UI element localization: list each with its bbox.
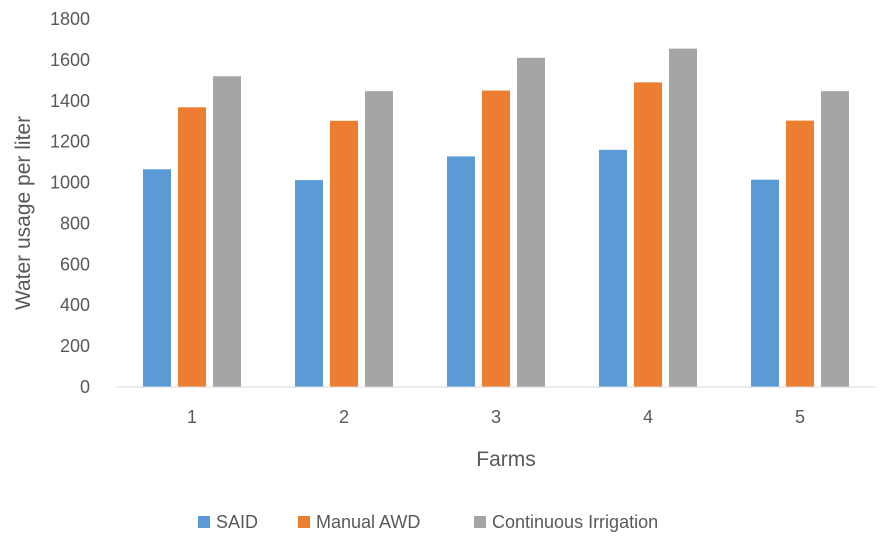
y-tick-label: 200 (60, 336, 90, 356)
bar-said-farm-2 (295, 180, 323, 387)
legend: SAID Manual AWD Continuous Irrigation (198, 512, 658, 532)
bar-manual-awd-farm-2 (330, 120, 358, 388)
y-tick-label: 0 (80, 377, 90, 397)
x-tick-label: 1 (187, 407, 197, 427)
y-tick-label: 400 (60, 295, 90, 315)
bar-manual-awd-farm-3 (482, 90, 510, 388)
bar-continuous-irrigation-farm-2 (365, 91, 393, 388)
bar-manual-awd-farm-5 (786, 120, 814, 387)
y-tick-label: 1400 (50, 91, 90, 111)
bar-continuous-irrigation-farm-5 (821, 91, 849, 388)
y-tick-label: 1000 (50, 173, 90, 193)
bar-continuous-irrigation-farm-3 (517, 57, 545, 387)
y-tick-label: 800 (60, 213, 90, 233)
legend-swatch-said (198, 516, 210, 528)
y-tick-label: 1600 (50, 50, 90, 70)
bar-said-farm-1 (143, 169, 171, 387)
x-axis-ticks: 1 2 3 4 5 (187, 407, 805, 427)
legend-swatch-continuous-irrigation (474, 516, 486, 528)
bar-continuous-irrigation-farm-1 (213, 76, 241, 387)
bar-said-farm-3 (447, 156, 475, 387)
bar-manual-awd-farm-4 (634, 82, 662, 387)
y-tick-label: 1200 (50, 132, 90, 152)
bar-said-farm-5 (751, 179, 779, 387)
y-axis-title: Water usage per liter (12, 116, 35, 310)
legend-label-continuous-irrigation: Continuous Irrigation (492, 512, 658, 532)
x-tick-label: 4 (643, 407, 653, 427)
bar-continuous-irrigation-farm-4 (669, 48, 697, 388)
y-tick-label: 1800 (50, 9, 90, 29)
legend-swatch-manual-awd (298, 516, 310, 528)
bars (143, 48, 849, 388)
x-axis-title: Farms (476, 448, 536, 471)
y-tick-label: 600 (60, 254, 90, 274)
bar-manual-awd-farm-1 (178, 107, 206, 387)
legend-label-said: SAID (216, 512, 258, 532)
x-tick-label: 3 (491, 407, 501, 427)
bar-said-farm-4 (599, 149, 627, 387)
legend-label-manual-awd: Manual AWD (316, 512, 420, 532)
x-tick-label: 5 (795, 407, 805, 427)
y-axis-ticks: 0 200 400 600 800 1000 1200 1400 1600 1800 (50, 9, 90, 397)
x-tick-label: 2 (339, 407, 349, 427)
